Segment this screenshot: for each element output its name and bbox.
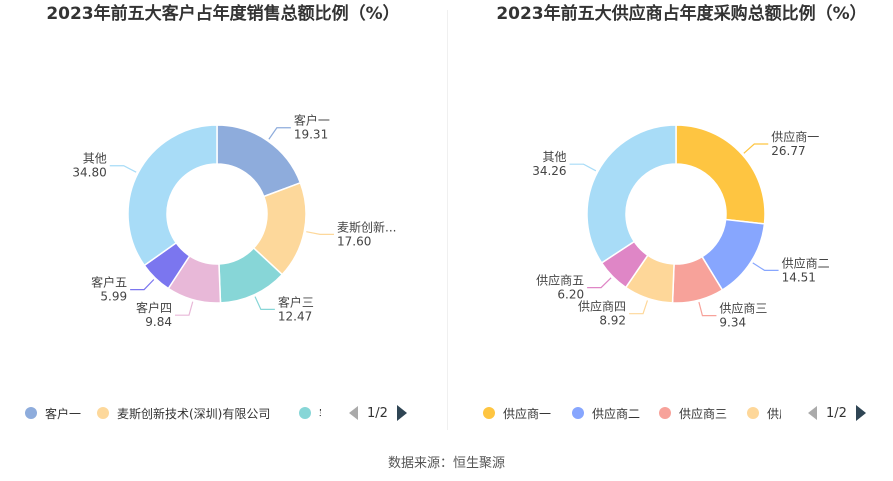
chart-legend: 供应商一 供应商二 供应商三 供应商四 1/2	[448, 402, 893, 424]
legend-item-label: 客户三	[319, 405, 321, 422]
slice-category-label: 供应商三	[719, 301, 767, 316]
slice-leader-line	[698, 301, 717, 317]
slice-category-label: 其他	[543, 150, 567, 164]
legend-item[interactable]: 供应商四	[747, 404, 781, 422]
legend-color-swatch	[483, 407, 495, 419]
slice-leader-line	[306, 231, 335, 235]
donut-slice[interactable]	[127, 124, 218, 267]
legend-item[interactable]: 客户一	[25, 404, 85, 422]
slice-value-label: 8.92	[599, 314, 626, 328]
chart-legend: 客户一 麦斯创新技术(深圳)有限公司 客户三 1/2	[0, 402, 446, 424]
slice-value-label: 5.99	[100, 290, 127, 304]
slice-leader-line	[268, 127, 291, 140]
legend-color-swatch	[747, 407, 759, 419]
slice-category-label: 供应商五	[536, 273, 584, 288]
legend-item-label: 供应商四	[767, 406, 781, 421]
customer-chart-panel: 2023年前五大客户占年度销售总额比例（%） 客户一 19.31 麦斯创新... 17…	[0, 0, 446, 430]
donut-slice[interactable]	[216, 124, 302, 198]
slice-category-label: 供应商四	[578, 299, 626, 314]
donut-slice[interactable]	[586, 124, 677, 264]
legend-page-indicator: 1/2	[826, 405, 847, 421]
legend-color-swatch	[572, 407, 584, 419]
legend-color-swatch	[299, 407, 311, 419]
legend-prev-page-icon[interactable]	[808, 406, 817, 420]
legend-item[interactable]: 供应商一	[483, 404, 563, 422]
legend-color-swatch	[25, 407, 37, 419]
slice-category-label: 供应商一	[771, 129, 819, 144]
slice-category-label: 其他	[83, 152, 107, 166]
legend-item[interactable]: 供应商二	[572, 404, 652, 422]
slice-value-label: 34.80	[72, 166, 106, 180]
slice-category-label: 供应商二	[782, 255, 830, 270]
legend-item-label: 供应商三	[679, 406, 728, 421]
slice-leader-line	[175, 301, 194, 316]
slice-leader-line	[254, 296, 275, 310]
slice-leader-line	[587, 277, 612, 289]
slice-category-label: 麦斯创新...	[337, 219, 396, 234]
data-source-note: 数据来源：恒生聚源	[387, 456, 505, 471]
slice-value-label: 26.77	[771, 144, 805, 158]
slice-category-label: 客户三	[278, 294, 314, 309]
donut-slice[interactable]	[675, 124, 766, 225]
slice-value-label: 9.34	[719, 316, 746, 330]
slice-category-label: 客户一	[294, 113, 330, 128]
slice-leader-line	[629, 300, 649, 315]
legend-next-page-icon[interactable]	[855, 405, 866, 421]
slice-leader-line	[569, 163, 597, 172]
slice-value-label: 14.51	[782, 270, 816, 284]
legend-item[interactable]: 客户三	[299, 404, 321, 422]
supplier-chart-panel: 2023年前五大供应商占年度采购总额比例（%） 供应商一 26.77 供应商二 14.…	[448, 0, 893, 430]
chart-title: 2023年前五大客户占年度销售总额比例（%）	[46, 4, 400, 24]
slice-value-label: 12.47	[278, 309, 312, 323]
legend-item-label: 供应商一	[503, 406, 552, 421]
slice-leader-line	[752, 262, 779, 272]
slice-leader-line	[743, 143, 769, 154]
chart-title: 2023年前五大供应商占年度采购总额比例（%）	[496, 4, 867, 24]
panel-divider	[447, 10, 448, 430]
legend-pager: 1/2	[349, 404, 407, 422]
legend-color-swatch	[659, 407, 671, 419]
legend-next-page-icon[interactable]	[396, 405, 407, 421]
legend-item[interactable]: 供应商三	[659, 404, 739, 422]
slice-category-label: 客户四	[136, 300, 172, 315]
legend-item-label: 麦斯创新技术(深圳)有限公司	[117, 406, 271, 421]
slice-category-label: 客户五	[91, 275, 127, 290]
legend-item-label: 客户一	[45, 406, 82, 421]
legend-page-indicator: 1/2	[367, 405, 388, 421]
slice-value-label: 17.60	[337, 234, 371, 248]
slice-leader-line	[130, 279, 155, 291]
legend-item-label: 供应商二	[592, 406, 641, 421]
slice-value-label: 19.31	[294, 128, 328, 142]
legend-pager: 1/2	[808, 404, 866, 422]
slice-value-label: 9.84	[145, 315, 172, 329]
slice-value-label: 6.20	[557, 288, 584, 302]
legend-color-swatch	[97, 407, 109, 419]
legend-prev-page-icon[interactable]	[349, 406, 358, 420]
slice-value-label: 34.26	[532, 164, 566, 178]
legend-item[interactable]: 麦斯创新技术(深圳)有限公司	[97, 404, 289, 422]
slice-leader-line	[109, 165, 137, 173]
